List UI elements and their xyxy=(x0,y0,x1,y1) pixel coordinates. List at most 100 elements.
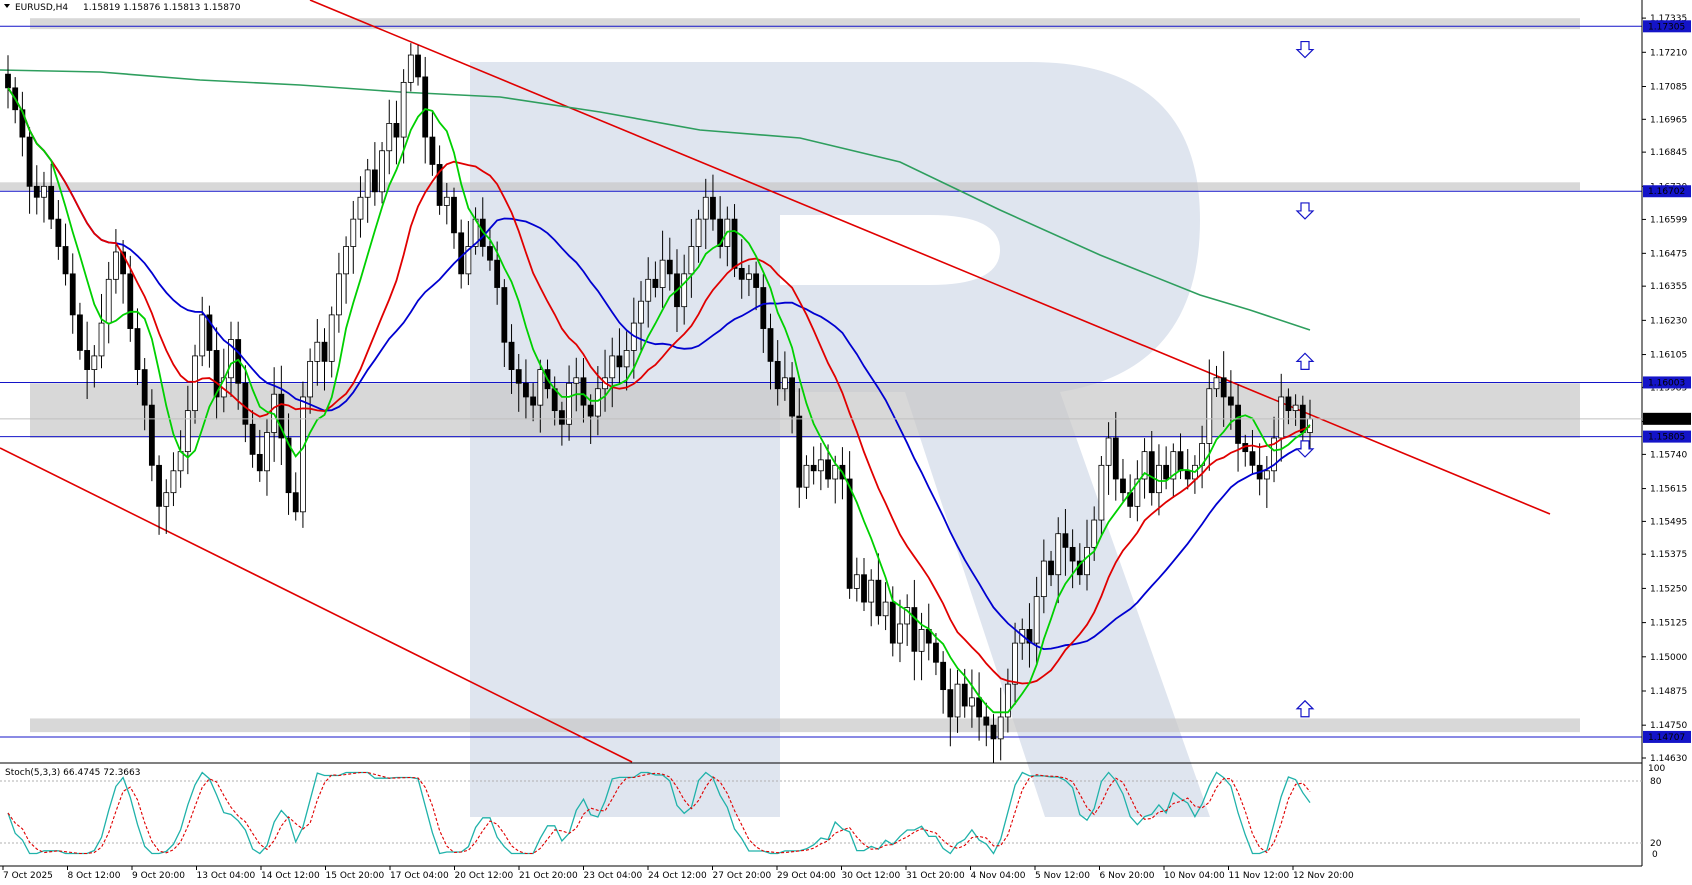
candle-body xyxy=(1004,683,1011,718)
candle-body xyxy=(364,169,371,198)
time-axis-label: 8 Oct 12:00 xyxy=(68,871,121,881)
candle-body xyxy=(825,459,831,480)
trend-lines[interactable] xyxy=(0,0,1551,763)
candle-body xyxy=(415,54,421,78)
time-axis-label: 23 Oct 04:00 xyxy=(584,871,643,881)
candle-body xyxy=(530,396,537,406)
candle-body xyxy=(868,579,875,603)
price-zone xyxy=(30,18,1580,30)
candle-body xyxy=(501,287,508,343)
candle-body xyxy=(753,273,760,288)
candle-body xyxy=(371,169,378,193)
time-axis-label: 11 Nov 12:00 xyxy=(1229,871,1290,881)
price-tick-label: 1.16475 xyxy=(1650,249,1687,259)
price-tag-label: 1.16702 xyxy=(1648,187,1685,197)
time-axis-label: 21 Oct 20:00 xyxy=(519,871,578,881)
candle-body xyxy=(774,360,781,390)
candle-body xyxy=(702,196,709,220)
time-axis-label: 5 Nov 12:00 xyxy=(1035,871,1090,881)
time-axis-label: 4 Nov 04:00 xyxy=(971,871,1026,881)
dropdown-triangle-icon[interactable] xyxy=(4,4,10,8)
candle-body xyxy=(98,322,105,357)
candle-body xyxy=(1055,533,1062,576)
candle-body xyxy=(817,459,824,472)
candle-body xyxy=(652,278,659,288)
candle-body xyxy=(918,629,925,652)
candle-body xyxy=(1271,437,1277,472)
candle-body xyxy=(933,642,939,663)
price-tag-box xyxy=(1643,730,1691,743)
price-tick-label: 1.16845 xyxy=(1650,148,1687,158)
candle-body xyxy=(156,464,162,507)
candle-body xyxy=(429,136,436,165)
time-axis-label: 6 Nov 20:00 xyxy=(1100,871,1155,881)
candle-body xyxy=(321,341,328,362)
time-axis-label: 20 Oct 12:00 xyxy=(455,871,514,881)
candle-body xyxy=(278,393,285,439)
candle-body xyxy=(105,278,112,324)
candle-body xyxy=(422,76,429,138)
candle-body xyxy=(48,185,55,220)
candle-body xyxy=(62,246,69,275)
candle-body xyxy=(573,377,580,384)
candle-body xyxy=(300,396,306,513)
ma-long-line xyxy=(0,69,1311,331)
candle-body xyxy=(645,278,652,302)
candle-body xyxy=(1012,642,1018,685)
candle-body xyxy=(688,246,695,275)
candle-body xyxy=(1091,519,1098,548)
candle-body xyxy=(537,369,544,406)
candle-body xyxy=(666,259,673,275)
price-tick-label: 1.15740 xyxy=(1650,450,1687,460)
candle-body xyxy=(587,404,594,417)
price-tick-label: 1.15125 xyxy=(1650,619,1687,629)
moving-averages-layer xyxy=(7,87,1311,714)
candle-body xyxy=(832,464,839,480)
candle-body xyxy=(91,355,98,370)
price-tick-label: 1.16230 xyxy=(1650,316,1687,326)
candle-body xyxy=(134,328,141,370)
price-tag-box xyxy=(1643,412,1691,425)
candle-body xyxy=(1263,470,1270,480)
candle-body xyxy=(1206,388,1213,444)
candle-body xyxy=(494,259,501,288)
stoch-axis-0: 0 xyxy=(1652,850,1658,860)
candle-body xyxy=(350,218,357,247)
lower-trendline[interactable] xyxy=(0,447,633,763)
candle-body xyxy=(127,273,134,329)
time-axis-label: 29 Oct 04:00 xyxy=(777,871,836,881)
candle-body xyxy=(1249,451,1256,466)
time-axis-label: 24 Oct 12:00 xyxy=(648,871,707,881)
candle-body xyxy=(256,453,263,472)
candle-body xyxy=(961,683,968,707)
time-axis-label: 9 Oct 20:00 xyxy=(132,871,185,881)
candle-body xyxy=(1062,533,1069,548)
candle-body xyxy=(1069,546,1076,562)
candle-body xyxy=(487,246,493,261)
stochastic-panel: Stoch(5,3,3) 66.4745 72.3663 100 80 20 0 xyxy=(0,764,1665,860)
upper-trendline[interactable] xyxy=(309,0,1551,515)
price-tag-box xyxy=(1643,185,1691,198)
candle-body xyxy=(120,251,126,275)
candle-body xyxy=(1033,596,1040,644)
candle-body xyxy=(228,339,234,379)
candle-body xyxy=(558,410,565,425)
candle-body xyxy=(861,574,867,603)
candle-body xyxy=(911,607,918,652)
candle-body xyxy=(443,196,450,206)
candle-body xyxy=(407,54,414,83)
candle-body xyxy=(177,451,184,472)
time-axis-label: 27 Oct 20:00 xyxy=(713,871,772,881)
candle-body xyxy=(141,369,148,406)
price-tag-label: 1.17305 xyxy=(1648,22,1685,32)
arrow-up-icon xyxy=(1295,352,1315,370)
candle-body xyxy=(206,314,213,351)
price-tick-label: 1.15615 xyxy=(1650,485,1687,495)
candle-body xyxy=(307,360,314,398)
signal-arrows xyxy=(1295,40,1315,718)
candle-body xyxy=(580,377,587,406)
candle-body xyxy=(997,716,1004,740)
price-tick-label: 1.17335 xyxy=(1650,14,1687,24)
